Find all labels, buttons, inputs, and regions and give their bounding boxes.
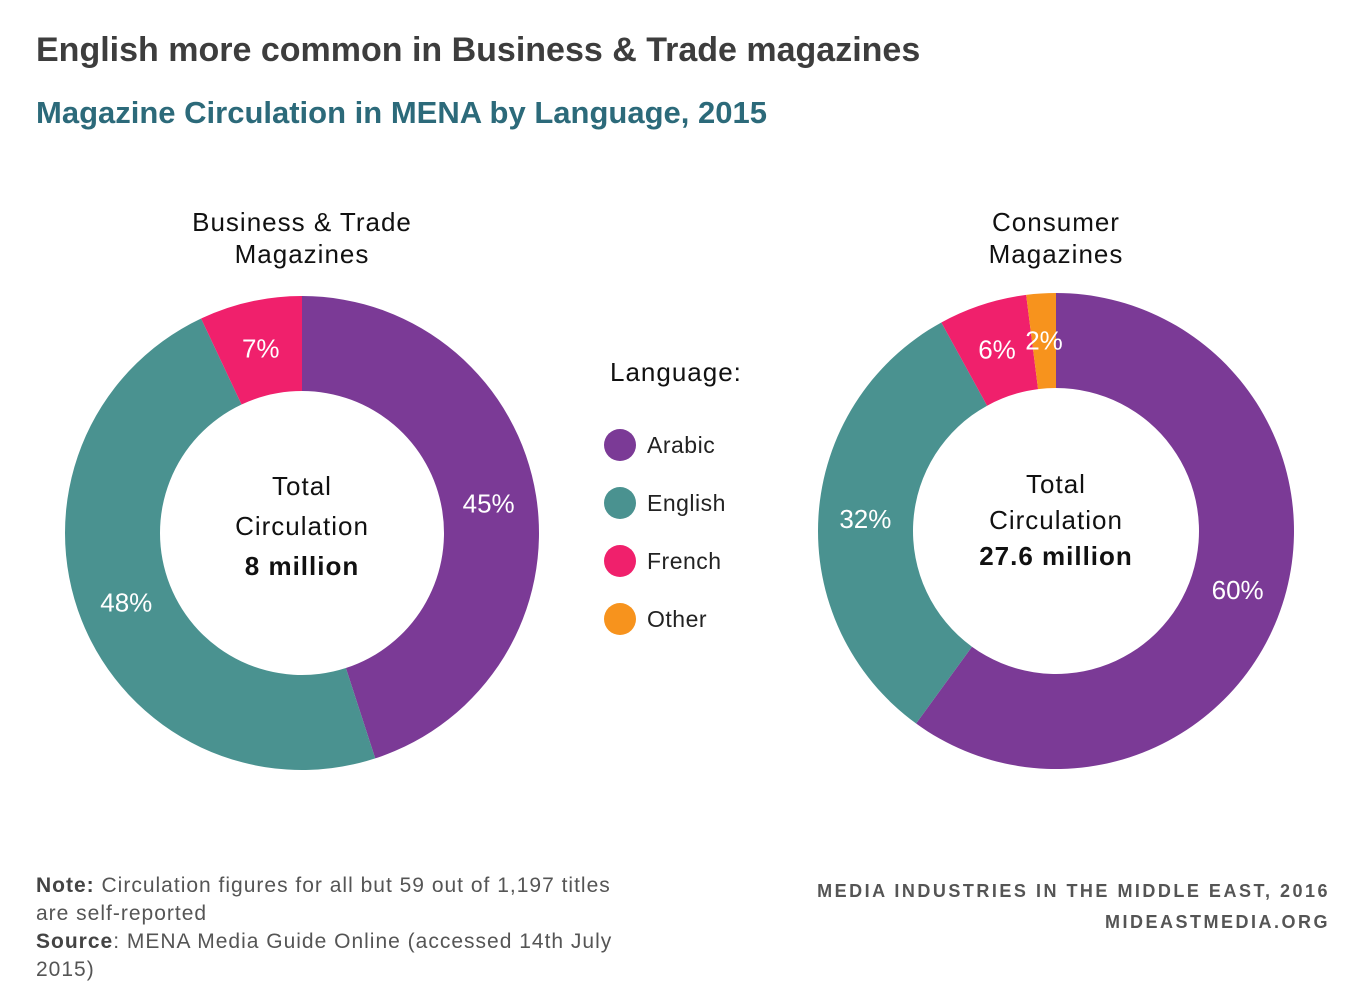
chart-subtitle: Magazine Circulation in MENA by Language… <box>36 95 767 130</box>
donut-slice-arabic <box>302 296 539 759</box>
source-text: : MENA Media Guide Online (accessed 14th… <box>36 930 613 981</box>
donut-slice-english <box>818 322 988 724</box>
center-total-label: Total <box>272 471 332 501</box>
donut-value-labels: 45% 48% 7% <box>100 334 514 618</box>
center-total-value: 8 million <box>245 551 359 581</box>
center-circulation-label: Circulation <box>235 511 369 541</box>
legend-title: Language: <box>610 357 742 387</box>
legend-label: Arabic <box>647 432 715 458</box>
center-circulation-label: Circulation <box>989 505 1123 535</box>
legend-swatch <box>604 603 636 635</box>
donut-slices <box>818 293 1295 770</box>
legend-swatch <box>604 545 636 577</box>
donut-chart-business-trade: Business & Trade Magazines 45% 48% 7% Tota… <box>65 207 539 770</box>
slice-value-label-arabic: 60% <box>1212 575 1264 605</box>
donut-slices <box>65 296 539 770</box>
donut-chart-consumer: Consumer Magazines 60% 32% 6% 2% Total Circ… <box>818 207 1295 770</box>
note-text: Circulation figures for all but 59 out o… <box>36 874 611 925</box>
center-total-value: 27.6 million <box>979 541 1133 571</box>
credit-publication: MEDIA INDUSTRIES IN THE MIDDLE EAST, 201… <box>817 881 1330 901</box>
legend-item-arabic: Arabic <box>604 429 715 461</box>
legend-swatch <box>604 487 636 519</box>
slice-value-label-french: 7% <box>242 334 280 364</box>
slice-value-label-arabic: 45% <box>463 488 515 518</box>
legend-label: English <box>647 490 726 516</box>
legend: Language: Arabic English French Other <box>604 357 742 635</box>
slice-value-label-other: 2% <box>1025 325 1063 355</box>
source-label: Source <box>36 930 114 953</box>
legend-label: French <box>647 548 722 574</box>
legend-item-english: English <box>604 487 726 519</box>
slice-value-label-english: 32% <box>839 504 891 534</box>
slice-value-label-french: 6% <box>978 334 1016 364</box>
donut-title-line-1: Business & Trade <box>192 207 412 237</box>
footnote: Note: Circulation figures for all but 59… <box>36 872 636 984</box>
credit-website: MIDEASTMEDIA.ORG <box>1104 912 1330 932</box>
center-total-label: Total <box>1026 469 1086 499</box>
note-label: Note: <box>36 874 95 897</box>
legend-label: Other <box>647 606 707 632</box>
legend-item-french: French <box>604 545 722 577</box>
slice-value-label-english: 48% <box>100 588 152 618</box>
credit: MEDIA INDUSTRIES IN THE MIDDLE EAST, 201… <box>817 876 1330 938</box>
donut-slice-french <box>201 296 302 405</box>
donut-value-labels: 60% 32% 6% 2% <box>839 325 1263 605</box>
legend-item-other: Other <box>604 603 707 635</box>
legend-swatch <box>604 429 636 461</box>
donut-title-line-2: Magazines <box>235 239 370 269</box>
chart-title: English more common in Business & Trade … <box>36 31 921 69</box>
donut-slice-english <box>65 318 376 770</box>
donut-title-line-1: Consumer <box>992 207 1120 237</box>
donut-slice-arabic <box>916 293 1295 770</box>
donut-title-line-2: Magazines <box>989 239 1124 269</box>
donut-slice-other <box>1026 293 1056 390</box>
donut-slice-french <box>941 294 1039 406</box>
